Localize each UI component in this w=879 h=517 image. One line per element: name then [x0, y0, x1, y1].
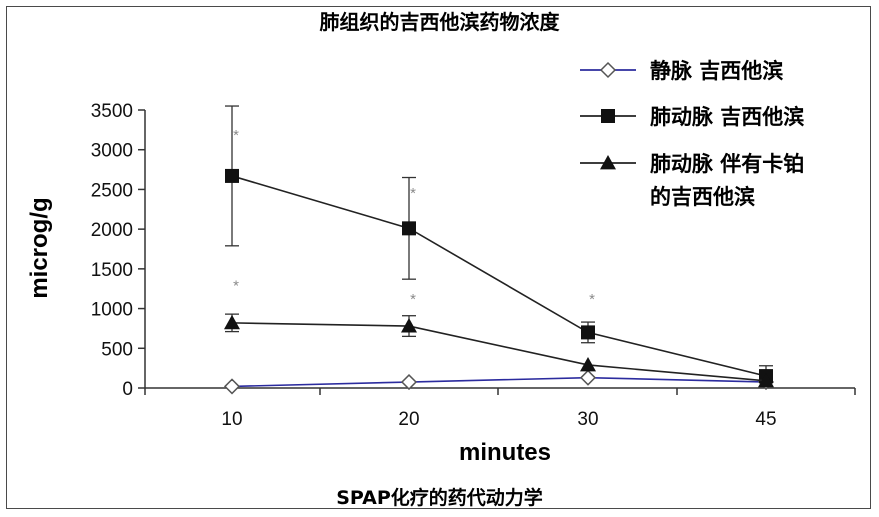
legend-marker [601, 109, 615, 123]
y-tick-label: 2500 [91, 180, 133, 201]
chart-caption: SPAP化疗的药代动力学 [336, 487, 543, 509]
series-line [231, 376, 767, 388]
legend-marker [600, 155, 616, 170]
significance-marker: * [233, 278, 239, 295]
legend-marker [599, 61, 617, 79]
data-point [400, 373, 418, 391]
series-line [231, 175, 767, 377]
x-tick-label: 20 [398, 409, 419, 430]
annotation-layer: * * * * * [233, 127, 595, 308]
x-axis-label: minutes [459, 439, 551, 466]
series-2 [225, 105, 773, 388]
data-point [402, 221, 416, 236]
y-tick-label: 500 [101, 339, 133, 360]
y-tick-label: 0 [122, 379, 133, 400]
series-3 [224, 313, 774, 388]
legend-entry: 的吉西他滨 [650, 185, 755, 209]
legend-entry: 静脉 吉西他滨 [650, 59, 783, 83]
data-point [401, 318, 417, 333]
significance-marker: * [410, 291, 416, 308]
data-point [580, 356, 596, 372]
y-tick-label: 1000 [91, 300, 133, 321]
y-axis: 0 500 1000 1500 2000 2500 3000 3500 [91, 101, 146, 400]
data-point [758, 372, 774, 388]
x-axis: 10 20 30 45 [144, 387, 856, 430]
legend-entry: 肺动脉 吉西他滨 [650, 105, 804, 129]
y-tick-label: 3000 [91, 141, 133, 162]
data-point [581, 325, 595, 340]
chart-frame [6, 6, 871, 509]
y-tick-label: 3500 [91, 101, 133, 122]
series-layer [223, 105, 775, 395]
legend-entry: 肺动脉 伴有卡铂 [650, 152, 804, 176]
data-point [225, 168, 239, 183]
y-axis-label: microg/g [26, 197, 53, 298]
significance-marker: * [589, 291, 595, 308]
significance-marker: * [233, 127, 239, 144]
data-point [224, 314, 240, 330]
y-tick-label: 2000 [91, 220, 133, 241]
data-point [223, 378, 241, 395]
x-tick-label: 30 [577, 409, 598, 430]
chart-title: 肺组织的吉西他滨药物浓度 [319, 10, 560, 34]
data-point [579, 369, 597, 386]
y-tick-label: 1500 [91, 260, 133, 281]
significance-marker: * [410, 185, 416, 202]
x-tick-label: 45 [755, 409, 776, 430]
x-tick-label: 10 [221, 409, 242, 430]
series-line [231, 322, 767, 382]
